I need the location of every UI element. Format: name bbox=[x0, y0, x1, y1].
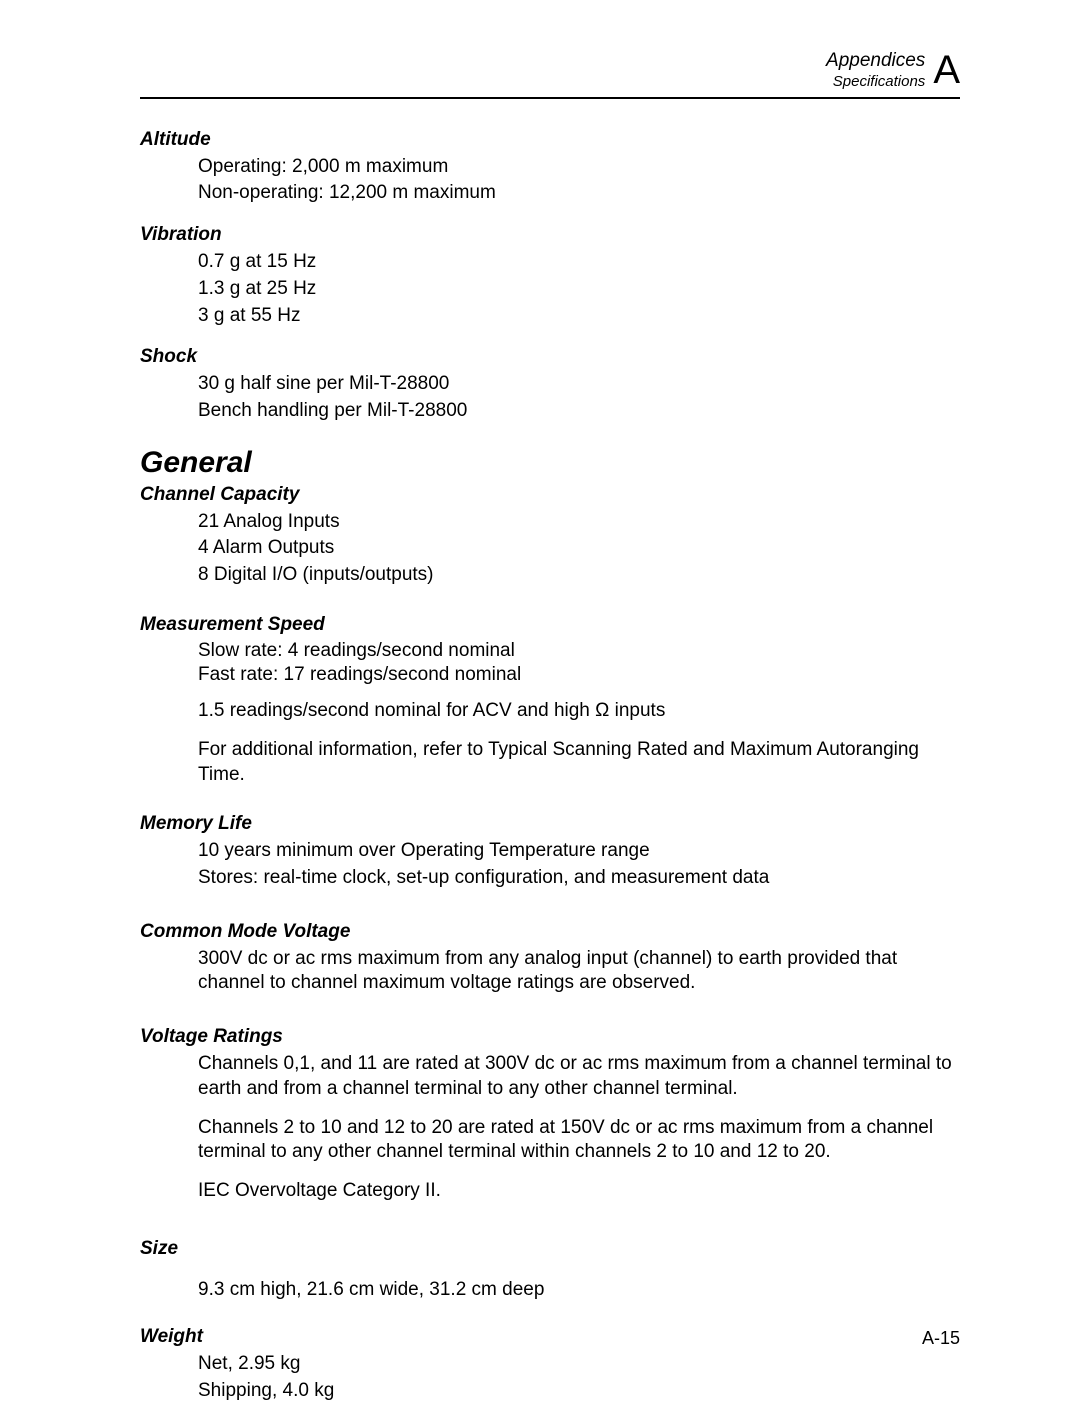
text-line: 1.3 g at 25 Hz bbox=[198, 277, 960, 302]
body-common-mode: 300V dc or ac rms maximum from any analo… bbox=[198, 947, 960, 996]
paragraph: IEC Overvoltage Category II. bbox=[198, 1179, 960, 1204]
header-letter: A bbox=[933, 50, 960, 90]
subheading-channel-capacity: Channel Capacity bbox=[140, 484, 960, 506]
body-shock: 30 g half sine per Mil-T-28800 Bench han… bbox=[198, 372, 960, 423]
header-text: Appendices Specifications bbox=[826, 50, 925, 91]
paragraph: 9.3 cm high, 21.6 cm wide, 31.2 cm deep bbox=[198, 1278, 960, 1303]
subheading-size: Size bbox=[140, 1238, 960, 1260]
body-measurement-speed: Slow rate: 4 readings/second nominal Fas… bbox=[198, 640, 960, 686]
text-line: 0.7 g at 15 Hz bbox=[198, 250, 960, 275]
subheading-weight: Weight bbox=[140, 1326, 960, 1348]
page-header: Appendices Specifications A bbox=[140, 50, 960, 99]
text-line: 10 years minimum over Operating Temperat… bbox=[198, 839, 960, 864]
subheading-voltage-ratings: Voltage Ratings bbox=[140, 1026, 960, 1048]
body-memory-life: 10 years minimum over Operating Temperat… bbox=[198, 839, 960, 890]
text-line: 21 Analog Inputs bbox=[198, 510, 960, 535]
body-channel-capacity: 21 Analog Inputs 4 Alarm Outputs 8 Digit… bbox=[198, 510, 960, 588]
subheading-measurement-speed: Measurement Speed bbox=[140, 614, 960, 636]
paragraph: Channels 2 to 10 and 12 to 20 are rated … bbox=[198, 1116, 960, 1165]
subheading-vibration: Vibration bbox=[140, 224, 960, 246]
subheading-shock: Shock bbox=[140, 346, 960, 368]
text-line: 3 g at 55 Hz bbox=[198, 304, 960, 329]
subheading-altitude: Altitude bbox=[140, 129, 960, 151]
text-line: Fast rate: 17 readings/second nominal bbox=[198, 664, 960, 686]
text-line: 4 Alarm Outputs bbox=[198, 536, 960, 561]
text-line: Shipping, 4.0 kg bbox=[198, 1379, 960, 1404]
header-line2: Specifications bbox=[826, 73, 925, 91]
paragraph: Channels 0,1, and 11 are rated at 300V d… bbox=[198, 1052, 960, 1101]
text-line: Non-operating: 12,200 m maximum bbox=[198, 181, 960, 206]
header-line1: Appendices bbox=[826, 50, 925, 73]
body-voltage-ratings: Channels 0,1, and 11 are rated at 300V d… bbox=[198, 1052, 960, 1101]
body-altitude: Operating: 2,000 m maximum Non-operating… bbox=[198, 155, 960, 206]
body-weight: Net, 2.95 kg Shipping, 4.0 kg bbox=[198, 1352, 960, 1403]
paragraph: For additional information, refer to Typ… bbox=[198, 738, 960, 787]
page: Appendices Specifications A Altitude Ope… bbox=[0, 0, 1080, 1397]
subheading-common-mode: Common Mode Voltage bbox=[140, 921, 960, 943]
subheading-memory-life: Memory Life bbox=[140, 813, 960, 835]
text-line: Slow rate: 4 readings/second nominal bbox=[198, 640, 960, 662]
paragraph: 1.5 readings/second nominal for ACV and … bbox=[198, 699, 960, 724]
text-line: Operating: 2,000 m maximum bbox=[198, 155, 960, 180]
section-title-general: General bbox=[140, 446, 960, 480]
body-vibration: 0.7 g at 15 Hz 1.3 g at 25 Hz 3 g at 55 … bbox=[198, 250, 960, 328]
text-line: 30 g half sine per Mil-T-28800 bbox=[198, 372, 960, 397]
text-line: 8 Digital I/O (inputs/outputs) bbox=[198, 563, 960, 588]
text-line: Net, 2.95 kg bbox=[198, 1352, 960, 1377]
paragraph: 300V dc or ac rms maximum from any analo… bbox=[198, 947, 960, 996]
text-line: Stores: real-time clock, set-up configur… bbox=[198, 866, 960, 891]
page-number: A-15 bbox=[922, 1328, 960, 1349]
text-line: Bench handling per Mil-T-28800 bbox=[198, 399, 960, 424]
